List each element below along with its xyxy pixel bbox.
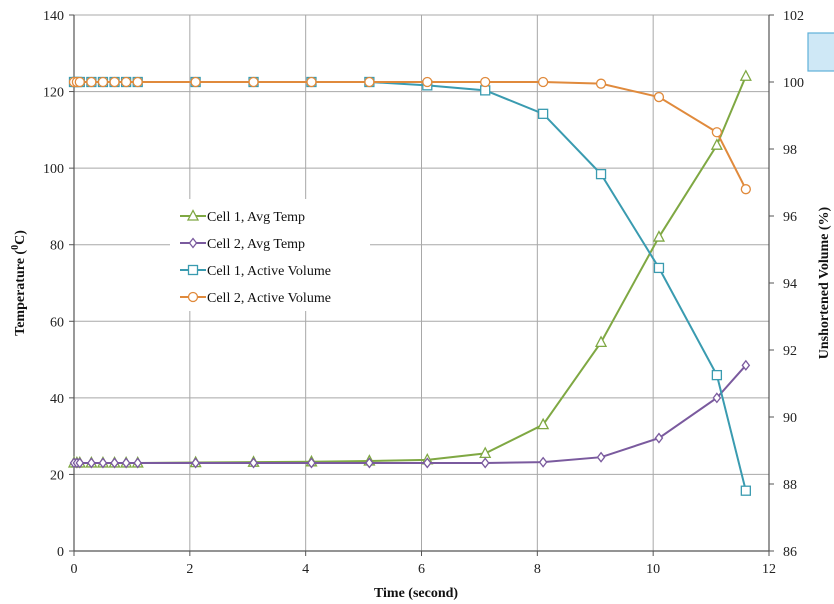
legend-item: Cell 1, Avg Temp <box>180 209 305 225</box>
callout-box <box>807 32 834 72</box>
data-point <box>191 457 200 469</box>
data-point <box>740 485 751 496</box>
data-point <box>712 392 722 404</box>
y-right-tick-label: 96 <box>783 210 797 225</box>
legend-marker <box>187 291 199 303</box>
data-point <box>653 262 665 274</box>
x-tick-label: 2 <box>186 562 193 577</box>
x-tick-label: 6 <box>418 562 425 577</box>
legend-item: Cell 2, Avg Temp <box>180 237 305 252</box>
data-point <box>121 457 131 469</box>
y-left-tick-label: 60 <box>50 315 64 330</box>
data-point <box>537 108 549 119</box>
data-point <box>75 457 85 469</box>
data-point <box>740 184 751 195</box>
legend-label: Cell 2, Avg Temp <box>207 237 305 252</box>
data-point <box>248 76 259 88</box>
data-point <box>741 359 751 371</box>
y-left-tick-label: 140 <box>43 9 64 24</box>
data-point <box>479 446 492 459</box>
y-right-tick-label: 90 <box>783 411 797 426</box>
data-point <box>364 76 375 88</box>
data-point <box>654 432 664 444</box>
legend-label: Cell 1, Avg Temp <box>207 210 305 225</box>
legend-item: Cell 1, Active Volume <box>180 264 331 279</box>
series-4 <box>68 76 751 195</box>
data-point <box>109 76 120 88</box>
y-left-axis-title: Temperature (0C) <box>10 230 28 336</box>
y-right-tick-label: 92 <box>783 344 797 359</box>
data-point <box>653 91 665 103</box>
data-point <box>97 76 109 88</box>
y-left-tick-label: 0 <box>57 545 64 560</box>
series-group <box>67 69 752 496</box>
data-point <box>422 76 433 88</box>
y-right-tick-label: 86 <box>783 545 797 560</box>
y-right-tick-label: 100 <box>783 76 804 91</box>
data-point <box>537 76 549 88</box>
data-point <box>710 138 723 150</box>
data-point <box>86 76 97 88</box>
data-point <box>596 451 606 463</box>
x-tick-label: 10 <box>646 562 660 577</box>
data-point <box>739 69 752 81</box>
legend-background <box>170 199 370 311</box>
y-left-tick-label: 80 <box>50 239 64 254</box>
x-tick-label: 8 <box>534 562 541 577</box>
tick-labels: 0 20 40 60 80 100 120 140 0 2 4 6 8 10 12 86 88 90 92 94 96 9… <box>43 9 804 577</box>
data-point <box>98 457 108 469</box>
x-tick-label: 0 <box>71 562 78 577</box>
data-point <box>133 457 143 469</box>
data-point <box>190 76 201 88</box>
y-left-axis-title-end: C) <box>13 230 28 245</box>
data-point <box>480 85 491 96</box>
legend-item: Cell 2, Active Volume <box>180 291 331 306</box>
data-point <box>110 457 119 469</box>
y-left-tick-label: 20 <box>50 468 64 483</box>
data-point <box>74 76 85 88</box>
y-right-axis-title: Unshortened Volume (%) <box>817 206 832 359</box>
legend-marker <box>186 209 200 221</box>
legend-label: Cell 1, Active Volume <box>207 264 331 279</box>
x-axis-title: Time (second) <box>374 586 458 601</box>
y-right-tick-label: 94 <box>783 277 797 292</box>
series-line <box>74 81 747 190</box>
y-left-tick-label: 100 <box>43 162 64 177</box>
series-2 <box>69 359 751 469</box>
legend-label: Cell 2, Active Volume <box>207 291 331 306</box>
data-point <box>422 457 432 469</box>
legend-marker <box>187 264 199 276</box>
y-left-tick-label: 40 <box>50 392 64 407</box>
y-left-axis-title-sup: 0 <box>10 245 21 250</box>
data-point <box>249 457 258 469</box>
legend: Cell 1, Avg Temp Cell 2, Avg Temp Cell 1, … <box>170 199 370 311</box>
data-point <box>711 127 723 138</box>
data-point <box>365 457 374 469</box>
data-point <box>120 76 132 88</box>
legend-marker <box>188 237 198 249</box>
data-point <box>711 369 723 381</box>
data-point <box>87 457 96 469</box>
data-point <box>595 168 607 180</box>
data-point <box>537 417 550 430</box>
data-point <box>480 457 490 469</box>
x-tick-label: 4 <box>302 562 309 577</box>
data-point <box>594 335 608 347</box>
data-point <box>307 457 316 469</box>
data-point <box>306 76 317 88</box>
data-point <box>652 230 666 242</box>
y-left-tick-label: 120 <box>43 86 64 101</box>
y-right-tick-label: 98 <box>783 143 797 158</box>
y-right-tick-label: 102 <box>783 9 804 24</box>
data-point <box>595 78 607 89</box>
y-right-tick-label: 88 <box>783 478 797 493</box>
data-point <box>132 76 143 88</box>
y-left-axis-title-main: Temperature ( <box>13 250 28 336</box>
series-line <box>74 364 747 464</box>
data-point <box>480 76 491 88</box>
x-tick-label: 12 <box>762 562 776 577</box>
data-point <box>538 456 548 468</box>
